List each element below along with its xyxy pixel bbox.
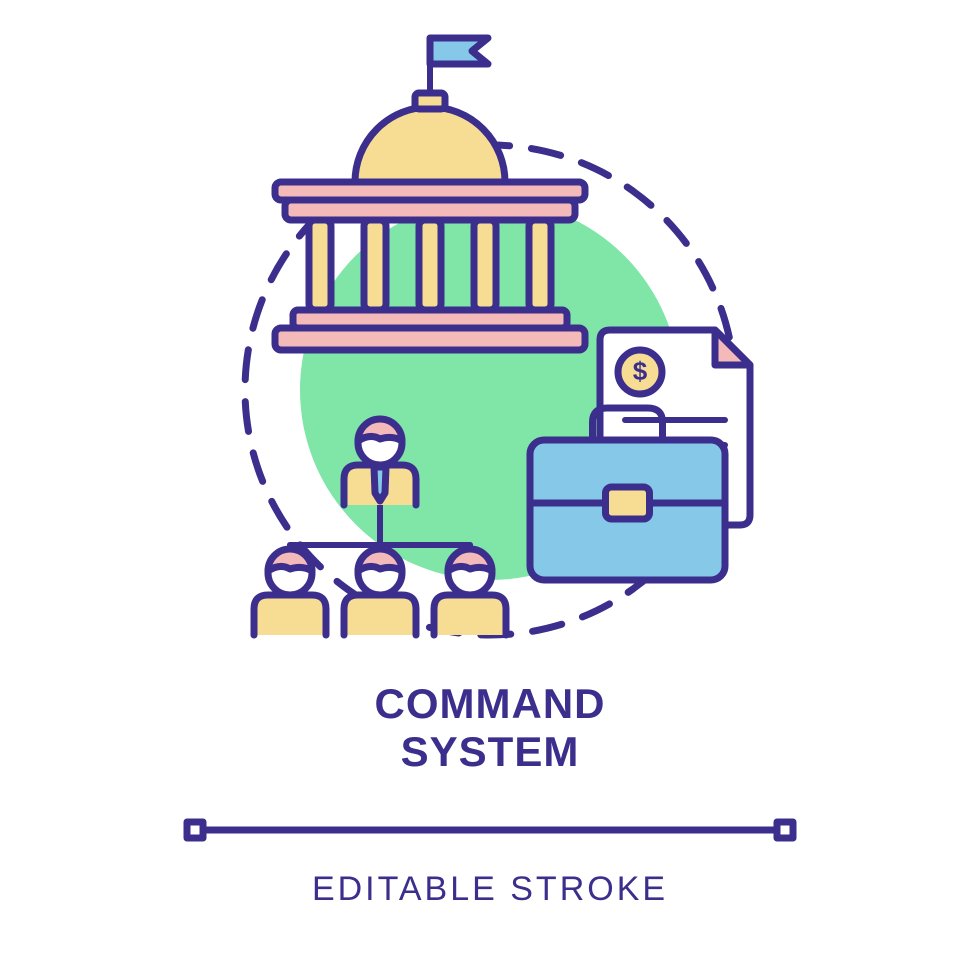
title-line-2: System	[0, 728, 980, 776]
government-building-icon	[275, 38, 585, 350]
svg-text:$: $	[633, 356, 648, 386]
concept-title: Command System	[0, 680, 980, 777]
infographic-canvas: $ Command System Editable Stroke	[0, 0, 980, 980]
divider-line	[187, 822, 793, 838]
concept-illustration: $	[0, 0, 980, 980]
title-line-1: Command	[0, 680, 980, 728]
subtitle-label: Editable Stroke	[0, 870, 980, 909]
